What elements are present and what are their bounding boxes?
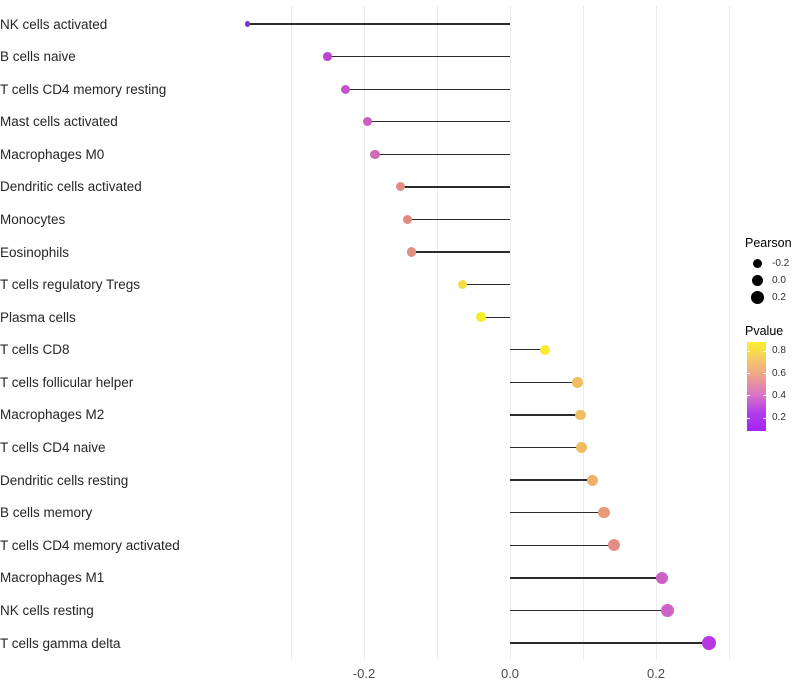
stem-16 [510,544,614,546]
data-point [341,84,351,94]
gridline-x-0.2 [655,6,657,660]
data-point [607,539,620,552]
stem-14 [510,479,593,481]
category-label: NK cells activated [0,16,108,32]
data-point [571,376,583,388]
data-point [701,636,716,651]
stem-4 [374,153,510,155]
category-label: NK cells resting [0,602,94,618]
category-label: T cells regulatory Tregs [0,277,141,293]
category-label: Plasma cells [0,309,76,325]
data-point [396,182,405,192]
category-label: T cells CD4 memory activated [0,537,180,553]
stem-15 [510,512,605,514]
stem-17 [510,577,662,579]
data-point [370,149,380,159]
colorbar-tick-label: 0.2 [772,412,786,424]
category-label: T cells CD4 naive [0,440,106,456]
category-label: B cells memory [0,505,93,521]
stem-6 [407,218,510,221]
data-point [363,117,373,127]
category-label: T cells CD8 [0,342,70,358]
data-point [586,474,599,486]
gridline-x--0.2 [363,6,365,660]
data-point [539,344,551,355]
data-point [598,506,610,519]
colorbar-tick-label: 0.4 [772,389,786,401]
stem-8 [462,283,510,286]
colorbar-tick-mark [763,350,766,352]
colorbar-tick-label: 0.8 [772,345,786,357]
data-point [661,604,675,617]
stem-18 [510,609,668,612]
colorbar-tick-mark [763,373,766,375]
gridline-x-0.3 [728,6,730,660]
gridline-x-0.1 [582,6,584,660]
category-label: Macrophages M1 [0,570,105,586]
colorbar-tick-mark [763,417,766,419]
category-label: Macrophages M2 [0,407,105,423]
colorbar-tick-mark [763,395,766,397]
size-legend-label: 0.2 [772,291,786,303]
data-point [457,279,468,290]
data-point [576,442,587,453]
stem-10 [510,349,546,351]
colorbar-tick-mark [747,350,750,352]
data-point [403,214,413,225]
category-label: Dendritic cells activated [0,179,142,195]
x-tick-label: -0.2 [352,666,376,681]
category-label: Eosinophils [0,244,70,260]
gridline-x-0 [509,6,511,660]
size-legend-dot [752,258,762,268]
gridline-x--0.3 [290,6,292,660]
colorbar-tick-mark [747,417,750,419]
stem-11 [510,381,578,384]
data-point [655,571,669,585]
stem-9 [480,316,510,318]
size-legend-label: 0.0 [772,274,786,286]
category-label: Monocytes [0,211,66,227]
data-point [323,52,332,61]
category-label: Macrophages M0 [0,146,105,162]
gridline-x--0.1 [436,6,438,660]
stem-19 [510,642,709,644]
category-label: Mast cells activated [0,114,118,130]
color-legend-title: Pvalue [745,324,784,338]
stem-1 [327,55,510,58]
stem-13 [510,446,582,449]
x-tick-label: 0.2 [646,666,666,681]
stem-5 [400,186,510,188]
pvalue-colorbar [747,342,766,431]
stem-2 [345,88,510,90]
colorbar-tick-label: 0.6 [772,367,786,379]
stem-7 [411,251,510,253]
data-point [406,247,417,257]
category-label: T cells gamma delta [0,635,121,651]
stem-3 [367,121,510,123]
x-tick-label: 0.0 [500,666,520,681]
stem-0 [247,23,510,25]
stem-12 [510,414,581,416]
size-legend-dot [750,290,764,304]
size-legend-title: Pearson [745,236,792,250]
size-legend-dot [751,274,763,286]
data-point [244,21,250,27]
category-label: Dendritic cells resting [0,472,129,488]
colorbar-tick-mark [747,395,750,397]
data-point [475,312,486,323]
category-label: B cells naive [0,49,76,65]
colorbar-tick-mark [747,373,750,375]
category-label: T cells follicular helper [0,374,134,390]
size-legend-label: -0.2 [772,257,790,269]
plot-panel [236,6,732,660]
category-label: T cells CD4 memory resting [0,81,167,97]
data-point [575,409,587,421]
